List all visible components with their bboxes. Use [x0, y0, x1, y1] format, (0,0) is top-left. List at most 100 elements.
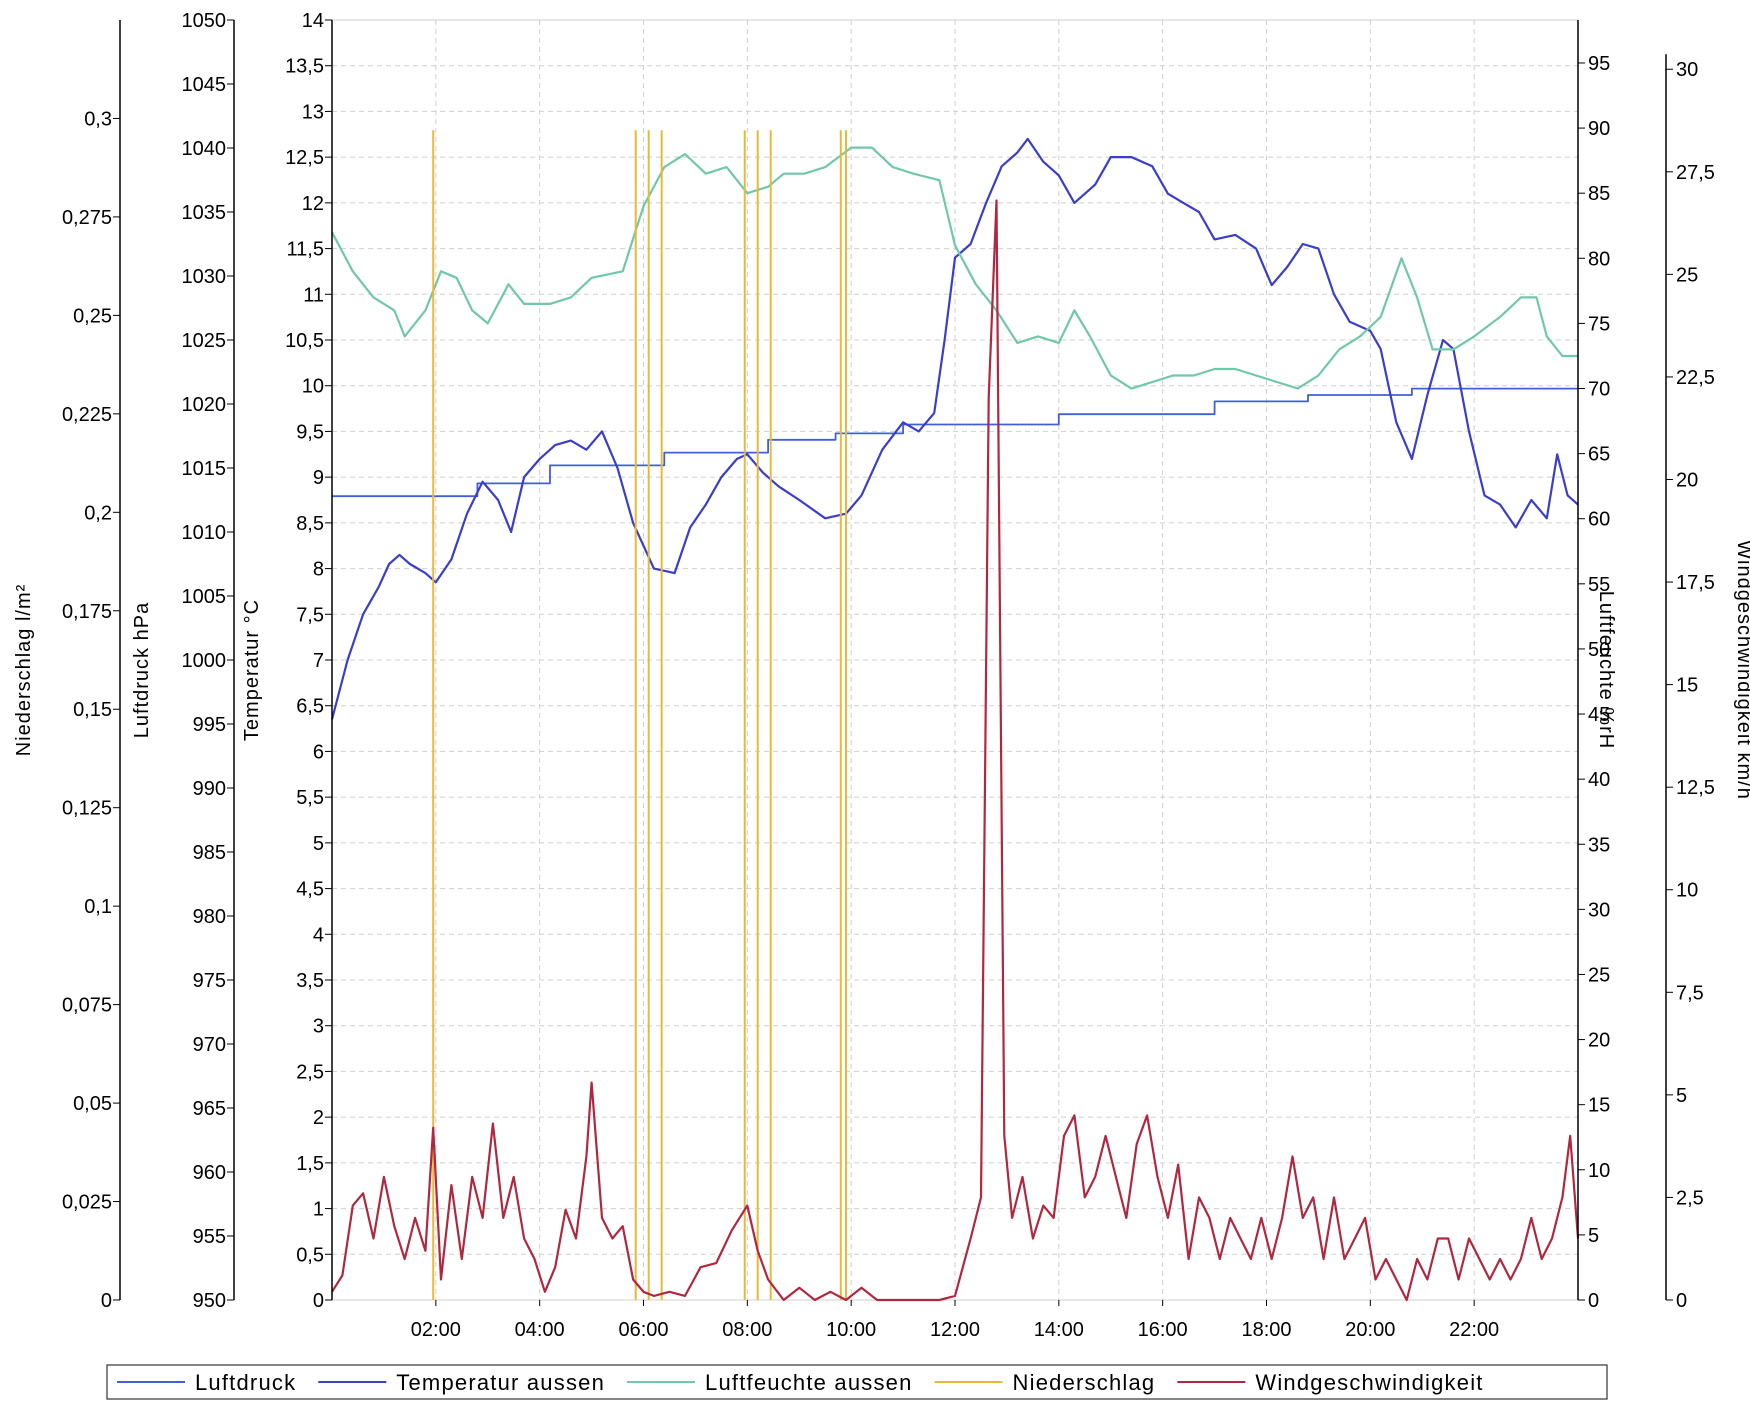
legend: Luftdruck Temperatur aussen Luftfeuchte au…: [106, 1364, 1608, 1400]
x-tick-label: 10:00: [826, 1319, 876, 1341]
temperatur-tick-label: 3,5: [296, 970, 324, 992]
luftdruck-tick-label: 1025: [182, 330, 227, 352]
temperatur-tick-label: 6,5: [296, 696, 324, 718]
luftdruck-tick-label: 1020: [182, 394, 227, 416]
legend-item: Luftfeuchte aussen: [627, 1370, 911, 1395]
wind-tick-label: 17,5: [1676, 572, 1715, 594]
luftfeuchte-tick-label: 10: [1588, 1160, 1610, 1182]
luftdruck-tick-label: 1005: [182, 586, 227, 608]
series-layer: [330, 130, 1580, 1302]
legend-item: Luftdruck: [117, 1370, 295, 1395]
niederschlag-tick-label: 0,25: [73, 305, 112, 327]
luftfeuchte-axis-title: Luftfeuchte %rH: [1595, 591, 1617, 749]
axes: 02:00 04:00 06:00 08:00 10:00 12:00 14:00 16:00…: [13, 10, 1750, 1341]
series-line: [330, 137, 1579, 720]
luftdruck-tick-label: 970: [193, 1034, 226, 1056]
temperatur-axis-title: Temperatur °C: [241, 599, 263, 741]
niederschlag-tick-label: 0,1: [84, 896, 112, 918]
x-tick-label: 18:00: [1241, 1319, 1291, 1341]
series-line: [331, 146, 1578, 390]
temperatur-tick-label: 12: [302, 193, 324, 215]
temperatur-tick-label: 6: [313, 741, 324, 763]
temperatur-tick-label: 14: [302, 10, 324, 32]
luftdruck-axis-title: Luftdruck hPa: [131, 602, 153, 738]
niederschlag-tick-label: 0: [101, 1290, 112, 1312]
temperatur-tick-label: 3: [313, 1016, 324, 1038]
legend-item: Niederschlag: [934, 1370, 1156, 1395]
temperatur-tick-label: 10,5: [285, 330, 324, 352]
luftfeuchte-tick-label: 50: [1588, 639, 1610, 661]
legend-item: Temperatur aussen: [318, 1370, 605, 1395]
luftfeuchte-tick-label: 20: [1588, 1030, 1610, 1052]
x-tick-label: 04:00: [515, 1319, 565, 1341]
wind-tick-label: 30: [1676, 59, 1698, 81]
luftdruck-tick-label: 1030: [182, 266, 227, 288]
temperatur-tick-label: 13: [302, 101, 324, 123]
temperatur-tick-label: 10: [302, 376, 324, 398]
temperatur-tick-label: 1: [313, 1199, 324, 1221]
series-temperatur-aussen: [330, 137, 1579, 720]
luftfeuchte-tick-label: 70: [1588, 379, 1610, 401]
wind-tick-label: 25: [1676, 264, 1698, 286]
niederschlag-tick-label: 0,025: [62, 1192, 112, 1214]
luftdruck-tick-label: 1035: [182, 202, 227, 224]
luftdruck-tick-label: 1000: [182, 650, 227, 672]
luftfeuchte-tick-label: 15: [1588, 1095, 1610, 1117]
x-tick-label: 08:00: [722, 1319, 772, 1341]
temperatur-tick-label: 5: [313, 833, 324, 855]
luftfeuchte-tick-label: 85: [1588, 183, 1610, 205]
niederschlag-tick-label: 0,125: [62, 798, 112, 820]
temperatur-tick-label: 0,5: [296, 1244, 324, 1266]
niederschlag-tick-label: 0,225: [62, 404, 112, 426]
luftfeuchte-tick-label: 75: [1588, 313, 1610, 335]
x-tick-label: 16:00: [1138, 1319, 1188, 1341]
luftdruck-tick-label: 1050: [182, 10, 227, 32]
series-luftdruck: [332, 387, 1578, 498]
series-niederschlag: [432, 130, 847, 1300]
wind-tick-label: 12,5: [1676, 777, 1715, 799]
x-tick-label: 20:00: [1345, 1319, 1395, 1341]
luftfeuchte-tick-label: 40: [1588, 769, 1610, 791]
legend-label: Temperatur aussen: [396, 1370, 605, 1395]
luftfeuchte-tick-label: 55: [1588, 574, 1610, 596]
temperatur-tick-label: 9: [313, 467, 324, 489]
wind-tick-label: 20: [1676, 469, 1698, 491]
legend-label: Windgeschwindigkeit: [1255, 1370, 1483, 1395]
grid: [331, 19, 1579, 1301]
temperatur-tick-label: 5,5: [296, 787, 324, 809]
wind-tick-label: 2,5: [1676, 1187, 1704, 1209]
luftfeuchte-tick-label: 65: [1588, 444, 1610, 466]
temperatur-tick-label: 4: [313, 924, 324, 946]
legend-item: Windgeschwindigkeit: [1177, 1370, 1483, 1395]
x-tick-label: 22:00: [1449, 1319, 1499, 1341]
series-line: [331, 199, 1580, 1302]
x-tick-label: 14:00: [1034, 1319, 1084, 1341]
luftfeuchte-tick-label: 25: [1588, 964, 1610, 986]
luftfeuchte-tick-label: 45: [1588, 704, 1610, 726]
luftdruck-tick-label: 985: [193, 842, 226, 864]
temperatur-tick-label: 2: [313, 1107, 324, 1129]
legend-label: Niederschlag: [1013, 1370, 1156, 1395]
luftdruck-tick-label: 960: [193, 1162, 226, 1184]
wind-tick-label: 5: [1676, 1085, 1687, 1107]
temperatur-tick-label: 11: [303, 284, 324, 306]
wind-tick-label: 7,5: [1676, 982, 1704, 1004]
luftdruck-tick-label: 980: [193, 906, 226, 928]
wind-tick-label: 10: [1676, 880, 1698, 902]
luftfeuchte-tick-label: 95: [1588, 53, 1610, 75]
luftfeuchte-tick-label: 35: [1588, 834, 1610, 856]
temperatur-tick-label: 9,5: [296, 421, 324, 443]
niederschlag-tick-label: 0,175: [62, 601, 112, 623]
niederschlag-tick-label: 0,15: [73, 699, 112, 721]
temperatur-tick-label: 11,5: [287, 239, 324, 261]
niederschlag-tick-label: 0,275: [62, 207, 112, 229]
series-line: [332, 387, 1578, 498]
x-tick-label: 02:00: [411, 1319, 461, 1341]
luftdruck-tick-label: 965: [193, 1098, 226, 1120]
series-windgeschwindigkeit: [331, 199, 1580, 1302]
luftfeuchte-tick-label: 5: [1588, 1225, 1599, 1247]
temperatur-tick-label: 1,5: [296, 1153, 324, 1175]
luftfeuchte-tick-label: 30: [1588, 899, 1610, 921]
